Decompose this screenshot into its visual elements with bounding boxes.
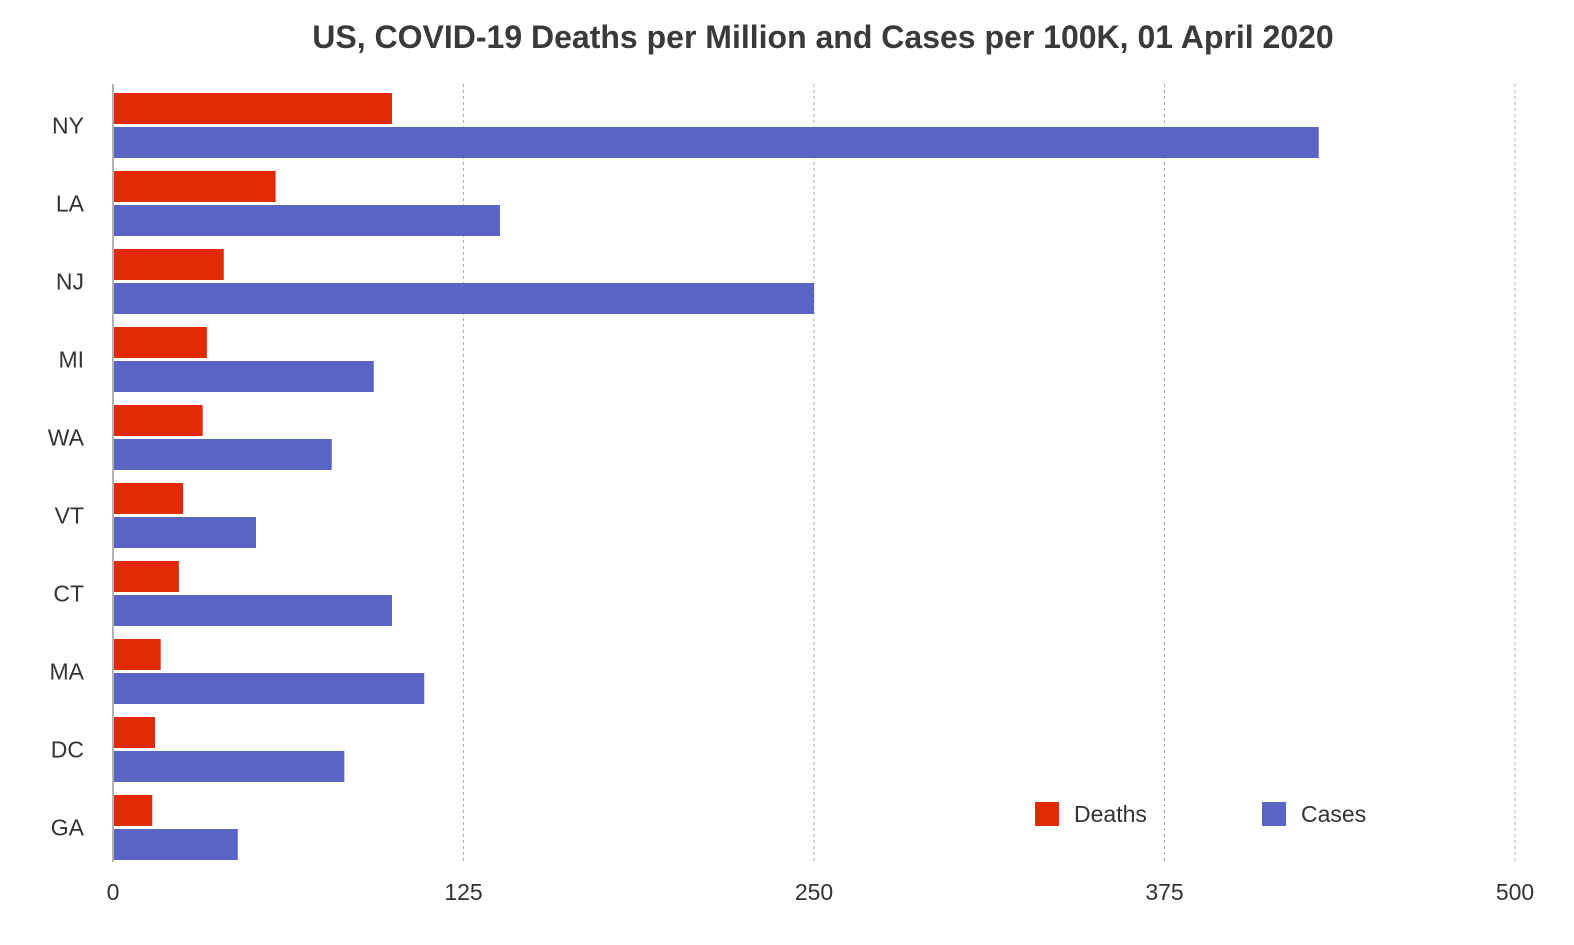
bar-cases-la [114,205,500,236]
y-tick-label-ny: NY [52,113,84,139]
legend-swatch-deaths [1035,802,1059,826]
bar-deaths-dc [114,717,156,748]
bar-deaths-vt [114,483,184,514]
bar-cases-ct [114,595,392,626]
bar-deaths-ga [114,795,153,826]
x-tick-label-125: 125 [444,879,482,905]
bar-deaths-ny [114,93,392,124]
chart-title: US, COVID-19 Deaths per Million and Case… [312,19,1333,55]
y-tick-label-nj: NJ [56,269,84,295]
bar-deaths-ct [114,561,179,592]
x-tick-label-375: 375 [1145,879,1183,905]
bar-cases-ga [114,829,238,860]
legend-swatch-cases [1262,802,1286,826]
legend-label-deaths: Deaths [1074,801,1147,827]
axis-layer: 0 125 250 375 500 NY LA NJ MI WA VT CT MA DC GA [48,84,1534,905]
x-tick-label-500: 500 [1496,879,1534,905]
y-tick-label-ga: GA [51,815,85,841]
x-tick-label-250: 250 [795,879,833,905]
y-tick-label-mi: MI [58,347,84,373]
y-tick-label-ct: CT [53,581,84,607]
bar-deaths-nj [114,249,224,280]
bar-deaths-ma [114,639,161,670]
bar-cases-nj [114,283,814,314]
y-tick-label-vt: VT [55,503,84,529]
bar-deaths-mi [114,327,207,358]
bars-layer [114,93,1319,860]
bar-cases-vt [114,517,257,548]
bar-cases-ny [114,127,1319,158]
bar-cases-wa [114,439,332,470]
y-tick-label-ma: MA [50,659,85,685]
bar-deaths-wa [114,405,203,436]
bar-cases-mi [114,361,374,392]
y-tick-label-la: LA [56,191,85,217]
y-tick-label-dc: DC [51,737,84,763]
grid-layer [463,84,1516,862]
y-tick-label-wa: WA [48,425,85,451]
legend-label-cases: Cases [1301,801,1366,827]
legend: Deaths Cases [1035,801,1366,827]
bar-deaths-la [114,171,276,202]
x-tick-label-0: 0 [107,879,120,905]
bar-cases-ma [114,673,425,704]
bar-cases-dc [114,751,345,782]
